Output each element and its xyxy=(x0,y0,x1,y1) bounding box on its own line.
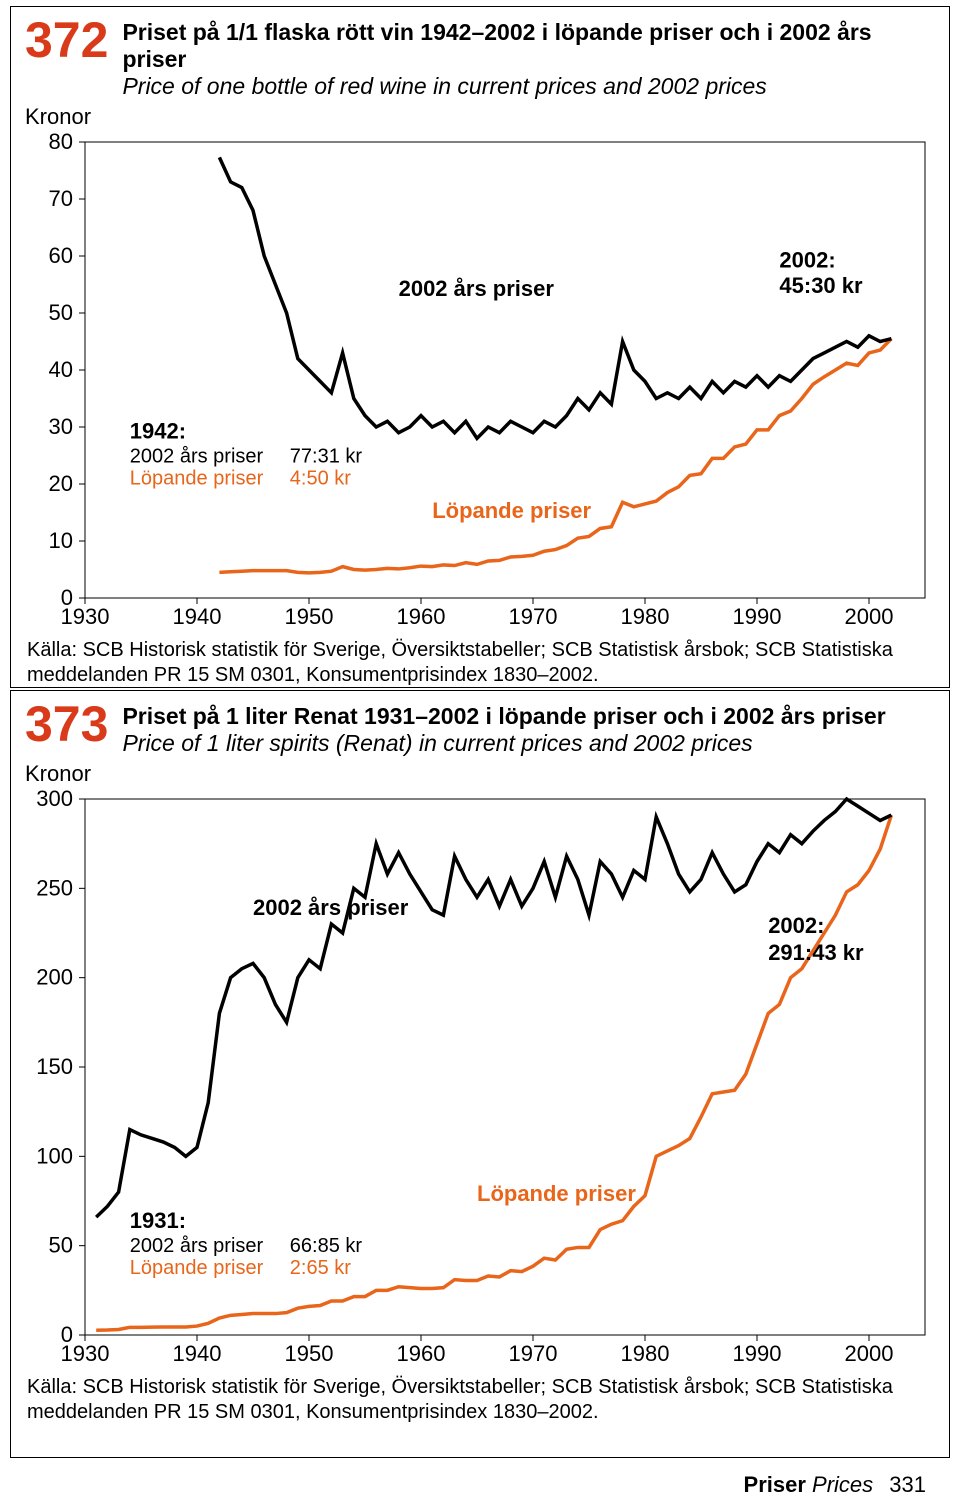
chart-372-ylabel: Kronor xyxy=(11,100,949,130)
svg-text:2000: 2000 xyxy=(845,1341,894,1366)
page-footer: Priser Prices 331 xyxy=(744,1472,926,1498)
label-ars-priser: 2002 års priser xyxy=(399,276,555,301)
svg-text:1960: 1960 xyxy=(397,604,446,629)
label-lopande: Löpande priser xyxy=(477,1181,636,1206)
svg-text:1970: 1970 xyxy=(509,1341,558,1366)
ann-right-line1: 2002: xyxy=(779,247,835,272)
chart-372-title-sw: Priset på 1/1 flaska rött vin 1942–2002 … xyxy=(122,19,935,73)
svg-text:30: 30 xyxy=(49,414,73,439)
ann-right-line2: 291:43 kr xyxy=(768,940,864,965)
chart-373-source: Källa: SCB Historisk statistik för Sveri… xyxy=(11,1369,949,1425)
svg-text:150: 150 xyxy=(36,1054,73,1079)
ann-left-year: 1931: xyxy=(130,1208,186,1233)
ann-left-l2a: Löpande priser xyxy=(130,467,264,489)
ann-left-l2b: 2:65 kr xyxy=(290,1257,351,1279)
panel-373-header: 373 Priset på 1 liter Renat 1931–2002 i … xyxy=(11,691,949,757)
svg-text:60: 60 xyxy=(49,243,73,268)
svg-text:1980: 1980 xyxy=(621,604,670,629)
svg-text:80: 80 xyxy=(49,130,73,154)
page: 372 Priset på 1/1 flaska rött vin 1942–2… xyxy=(0,0,960,1512)
svg-text:1940: 1940 xyxy=(173,604,222,629)
svg-text:40: 40 xyxy=(49,357,73,382)
svg-text:2000: 2000 xyxy=(845,604,894,629)
svg-text:1940: 1940 xyxy=(173,1341,222,1366)
chart-372-source: Källa: SCB Historisk statistik för Sveri… xyxy=(11,632,949,688)
svg-text:1980: 1980 xyxy=(621,1341,670,1366)
svg-text:100: 100 xyxy=(36,1143,73,1168)
ann-left-l2b: 4:50 kr xyxy=(290,467,351,489)
chart-373-title-sw: Priset på 1 liter Renat 1931–2002 i löpa… xyxy=(122,703,885,730)
ann-left-l1b: 77:31 kr xyxy=(290,445,363,467)
ann-left-l1b: 66:85 kr xyxy=(290,1235,363,1257)
svg-text:50: 50 xyxy=(49,1233,73,1258)
panel-372: 372 Priset på 1/1 flaska rött vin 1942–2… xyxy=(10,6,950,688)
ann-left-l1a: 2002 års priser xyxy=(130,445,264,467)
chart-373-ylabel: Kronor xyxy=(11,757,949,787)
chart-372-plot: 0102030405060708019301940195019601970198… xyxy=(17,130,943,632)
chart-373-plot: 0501001502002503001930194019501960197019… xyxy=(17,787,943,1369)
chart-372-titles: Priset på 1/1 flaska rött vin 1942–2002 … xyxy=(108,15,935,100)
label-ars-priser: 2002 års priser xyxy=(253,895,409,920)
svg-text:50: 50 xyxy=(49,300,73,325)
svg-text:1960: 1960 xyxy=(397,1341,446,1366)
footer-label-em: Prices xyxy=(812,1472,873,1497)
svg-text:300: 300 xyxy=(36,787,73,811)
footer-label: Priser xyxy=(744,1472,806,1497)
svg-text:1930: 1930 xyxy=(61,604,110,629)
svg-text:20: 20 xyxy=(49,471,73,496)
chart-372-title-en: Price of one bottle of red wine in curre… xyxy=(122,73,935,100)
label-lopande: Löpande priser xyxy=(432,498,591,523)
panel-373: 373 Priset på 1 liter Renat 1931–2002 i … xyxy=(10,690,950,1458)
page-number: 331 xyxy=(889,1472,926,1497)
ann-left-l1a: 2002 års priser xyxy=(130,1235,264,1257)
chart-373-titles: Priset på 1 liter Renat 1931–2002 i löpa… xyxy=(108,699,885,757)
svg-text:1950: 1950 xyxy=(285,604,334,629)
ann-right-line2: 45:30 kr xyxy=(779,273,863,298)
svg-text:1990: 1990 xyxy=(733,604,782,629)
svg-text:1930: 1930 xyxy=(61,1341,110,1366)
svg-text:10: 10 xyxy=(49,528,73,553)
ann-right-line1: 2002: xyxy=(768,913,824,938)
chart-373-title-en: Price of 1 liter spirits (Renat) in curr… xyxy=(122,730,885,757)
panel-372-header: 372 Priset på 1/1 flaska rött vin 1942–2… xyxy=(11,7,949,100)
chart-number-372: 372 xyxy=(25,15,108,65)
svg-text:70: 70 xyxy=(49,186,73,211)
svg-text:1970: 1970 xyxy=(509,604,558,629)
ann-left-year: 1942: xyxy=(130,418,186,443)
chart-number-373: 373 xyxy=(25,699,108,749)
svg-text:1950: 1950 xyxy=(285,1341,334,1366)
ann-left-l2a: Löpande priser xyxy=(130,1257,264,1279)
svg-text:1990: 1990 xyxy=(733,1341,782,1366)
svg-text:200: 200 xyxy=(36,965,73,990)
svg-text:250: 250 xyxy=(36,875,73,900)
